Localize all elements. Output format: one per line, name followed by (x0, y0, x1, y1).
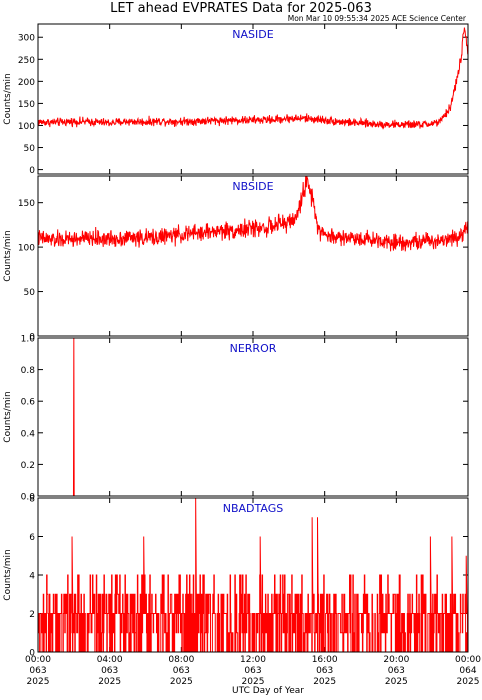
nerror-ytick-label-5: 1.0 (21, 335, 36, 345)
nbside-y-axis-label: Counts/min (3, 230, 13, 281)
xtick-year-4: 2025 (313, 677, 336, 687)
xtick-doy-2: 063 (173, 666, 190, 676)
nbadtags-ytick-label-2: 4 (29, 572, 35, 582)
xtick-time-2: 08:00 (168, 655, 194, 665)
nbadtags-y-axis-label: Counts/min (3, 549, 13, 600)
x-axis-label: UTC Day of Year (232, 686, 304, 696)
nbadtags-series-line (37, 497, 469, 653)
xtick-year-0: 2025 (27, 677, 50, 687)
x-axis: 00:00063202504:00063202508:00063202512:0… (25, 655, 481, 687)
nbside-panel-title: NBSIDE (232, 180, 273, 193)
xtick-year-5: 2025 (385, 677, 408, 687)
xtick-doy-0: 063 (29, 666, 46, 676)
nbadtags-ytick-label-0: 0 (29, 649, 35, 659)
nbadtags-panel-title: NBADTAGS (223, 502, 283, 515)
nerror-ytick-label-4: 0.8 (21, 366, 36, 376)
panel-nerror: 0.0 0.2 0.4 0.6 0.8 1.0 NERROR Counts/min (3, 335, 469, 503)
naside-series-line (37, 27, 469, 130)
naside-ytick-label-3: 150 (18, 100, 35, 110)
xtick-year-6: 2025 (457, 677, 480, 687)
nerror-ytick-label-1: 0.2 (21, 461, 35, 471)
nbadtags-ytick-label-4: 8 (29, 495, 35, 505)
xtick-doy-4: 063 (316, 666, 333, 676)
nbadtags-ytick-label-3: 6 (29, 533, 35, 543)
nbside-ytick-label-0: 0 (29, 333, 35, 343)
panels: 0 50 100 150 200 250 300 NASIDE Counts/min 0 50 100… (3, 23, 469, 659)
naside-ytick-label-4: 200 (18, 78, 35, 88)
panel-nbadtags: 0 2 4 6 8 NBADTAGS Counts/min (3, 495, 469, 659)
xtick-year-3: 2025 (242, 677, 265, 687)
xtick-doy-1: 063 (101, 666, 118, 676)
figure-title: LET ahead EVPRATES Data for 2025-063 (110, 1, 372, 16)
naside-ytick-label-5: 250 (18, 56, 35, 66)
nbside-ytick-label-1: 50 (24, 288, 36, 298)
nerror-panel-title: NERROR (230, 342, 277, 355)
nerror-y-axis-label: Counts/min (3, 391, 13, 442)
nerror-ytick-label-0: 0.0 (21, 493, 36, 503)
xtick-time-3: 12:00 (240, 655, 266, 665)
xtick-doy-6: 064 (459, 666, 476, 676)
panel-naside: 0 50 100 150 200 250 300 NASIDE Counts/min (3, 23, 469, 176)
naside-plot-frame (37, 23, 469, 175)
xtick-time-1: 04:00 (97, 655, 123, 665)
xtick-doy-3: 063 (244, 666, 261, 676)
timestamp: Mon Mar 10 09:55:34 2025 ACE Science Cen… (288, 14, 467, 23)
nerror-ytick-label-2: 0.4 (21, 429, 36, 439)
naside-y-axis-label: Counts/min (3, 73, 13, 124)
naside-panel-title: NASIDE (232, 28, 273, 41)
naside-ytick-label-6: 300 (18, 34, 35, 44)
xtick-time-0: 00:00 (25, 655, 51, 665)
nerror-series-line (38, 337, 468, 497)
nbadtags-plot-frame (37, 497, 469, 653)
nbside-plot-frame (37, 175, 469, 337)
xtick-year-1: 2025 (98, 677, 121, 687)
nbside-ytick-label-2: 100 (18, 244, 35, 254)
xtick-time-5: 20:00 (383, 655, 409, 665)
nbside-ytick-label-3: 150 (18, 199, 35, 209)
nbside-series-line (37, 175, 469, 252)
nerror-ytick-label-3: 0.6 (21, 398, 36, 408)
nbadtags-ytick-label-1: 2 (29, 610, 35, 620)
naside-ytick-label-1: 50 (24, 144, 36, 154)
xtick-time-6: 00:00 (455, 655, 481, 665)
naside-ytick-label-0: 0 (29, 166, 35, 176)
naside-ytick-label-2: 100 (18, 122, 35, 132)
xtick-doy-5: 063 (388, 666, 405, 676)
nerror-plot-frame (37, 337, 469, 497)
xtick-time-4: 16:00 (312, 655, 338, 665)
xtick-year-2: 2025 (170, 677, 193, 687)
panel-nbside: 0 50 100 150 NBSIDE Counts/min (3, 175, 469, 343)
